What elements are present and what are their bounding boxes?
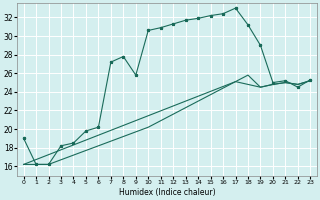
X-axis label: Humidex (Indice chaleur): Humidex (Indice chaleur) xyxy=(119,188,215,197)
